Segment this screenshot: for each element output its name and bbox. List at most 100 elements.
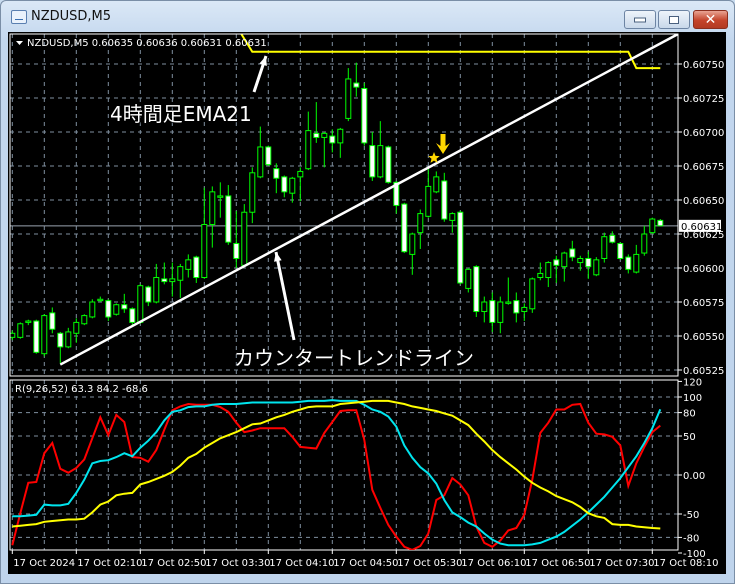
candle-body-bull [641,233,648,254]
indicator-plot-border [9,379,679,551]
candle-body-bear [609,234,616,243]
title-bar[interactable]: NZDUSD,M5 ✕ [1,1,734,33]
close-button[interactable]: ✕ [693,10,728,29]
candle [473,265,480,317]
candle-body-bull [169,278,176,283]
candle-body-bull [185,259,192,270]
candle [505,277,512,305]
indicator-level-label: 50 [683,432,696,443]
indicator-level-label: 0.00 [683,471,705,482]
candle [345,68,352,122]
candle-body-bull [153,277,160,303]
candle [561,251,568,282]
candle [65,327,72,349]
candle-body-bull [201,223,208,279]
candle-body-bull [449,213,456,221]
chart-canvas[interactable]: 0.60750 0.60725 0.60700 0.60675 0.60650 0.606… [8,32,726,574]
time-label: 17 Oct 04:10 [269,558,334,569]
price-label: 0.60550 [683,332,724,343]
candle [169,262,176,297]
candle [217,182,224,218]
candle-body-bull [209,191,216,225]
time-label: 17 Oct 06:10 [461,558,526,569]
candle [585,251,592,279]
candle [369,132,376,181]
candle [657,219,664,227]
chart-area[interactable]: 0.60750 0.60725 0.60700 0.60675 0.60650 0.606… [8,32,726,574]
candle-body-bull [97,298,104,302]
arrow-shaft [274,251,296,341]
candle [137,284,144,324]
close-icon: ✕ [704,11,717,28]
candle [153,263,160,304]
candle [513,292,520,323]
candle-body-bear [369,145,376,178]
candle [41,314,48,357]
candle [385,145,392,184]
candle [145,285,152,307]
candle [25,319,32,326]
indicator-header-text: R(9,26,52) 63.3 84.2 -68.6 [15,384,148,395]
candle-body-bear [553,259,560,266]
price-label: 0.60675 [683,162,724,173]
candle-body-bear [313,132,320,138]
candle [529,277,536,313]
candle [425,167,432,218]
candle [249,167,256,224]
candle [489,292,496,332]
candle-body-bear [225,195,232,243]
price-label: 0.60700 [683,128,724,139]
candle [321,132,328,168]
candle-body-bear [193,256,200,279]
candle-body-bear [33,320,40,353]
candle [97,296,104,302]
candle [377,121,384,179]
candle-body-bear [353,82,360,88]
candle [537,262,544,281]
candle-body-bull [377,145,384,178]
candle [209,186,216,248]
candle-body-bull [65,331,72,348]
maximize-button[interactable] [658,10,690,29]
time-label: 17 Oct 05:30 [397,558,462,569]
candle [649,217,656,234]
price-label: 0.60725 [683,94,724,105]
trendline-annotation: カウンタートレンドライン [234,346,474,370]
indicator-level-label: 100 [683,393,702,404]
candle-body-bull [593,259,600,276]
candle-body-bear [473,266,480,313]
candle-body-bull [241,211,248,266]
rci-long-line [12,399,661,530]
candle [81,314,88,326]
candle [17,322,24,339]
counter-trendline [59,34,678,366]
candle-body-bear [233,243,240,259]
candle [201,187,208,279]
candle [401,202,408,254]
price-label: 0.60625 [683,230,724,241]
candle-body-bear [401,203,408,253]
indicator-level-label: -100 [683,549,706,560]
candle [289,176,296,203]
candle-body-bull [177,266,184,281]
candle-body-bear [145,286,152,303]
candle [329,129,336,153]
candle [177,263,184,298]
candle [465,268,472,293]
candle [361,83,368,146]
candle [617,242,624,260]
candle-body-bull [297,170,304,178]
minimize-button[interactable] [624,10,656,29]
candles-group [10,62,664,364]
candle [193,255,200,283]
candle-body-bull [345,78,352,119]
candle [225,185,232,245]
price-label: 0.60575 [683,298,724,309]
candle [433,171,440,194]
candle [257,126,264,179]
ema-pointer-arrow-icon [252,55,268,93]
candle-body-bull [305,130,312,170]
trendline-pointer-arrow-icon [274,251,296,341]
candle-body-bull [425,185,432,217]
candle [353,62,360,97]
